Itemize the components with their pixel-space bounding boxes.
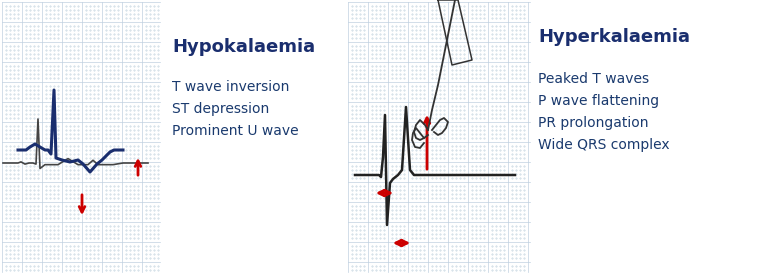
- Text: Wide QRS complex: Wide QRS complex: [538, 138, 670, 152]
- Text: ST depression: ST depression: [172, 102, 270, 116]
- Text: Peaked T waves: Peaked T waves: [538, 72, 649, 86]
- Text: PR prolongation: PR prolongation: [538, 116, 648, 130]
- Text: Prominent U wave: Prominent U wave: [172, 124, 299, 138]
- Text: Hyperkalaemia: Hyperkalaemia: [538, 28, 690, 46]
- Text: P wave flattening: P wave flattening: [538, 94, 659, 108]
- Text: Hypokalaemia: Hypokalaemia: [172, 38, 315, 56]
- Text: T wave inversion: T wave inversion: [172, 80, 290, 94]
